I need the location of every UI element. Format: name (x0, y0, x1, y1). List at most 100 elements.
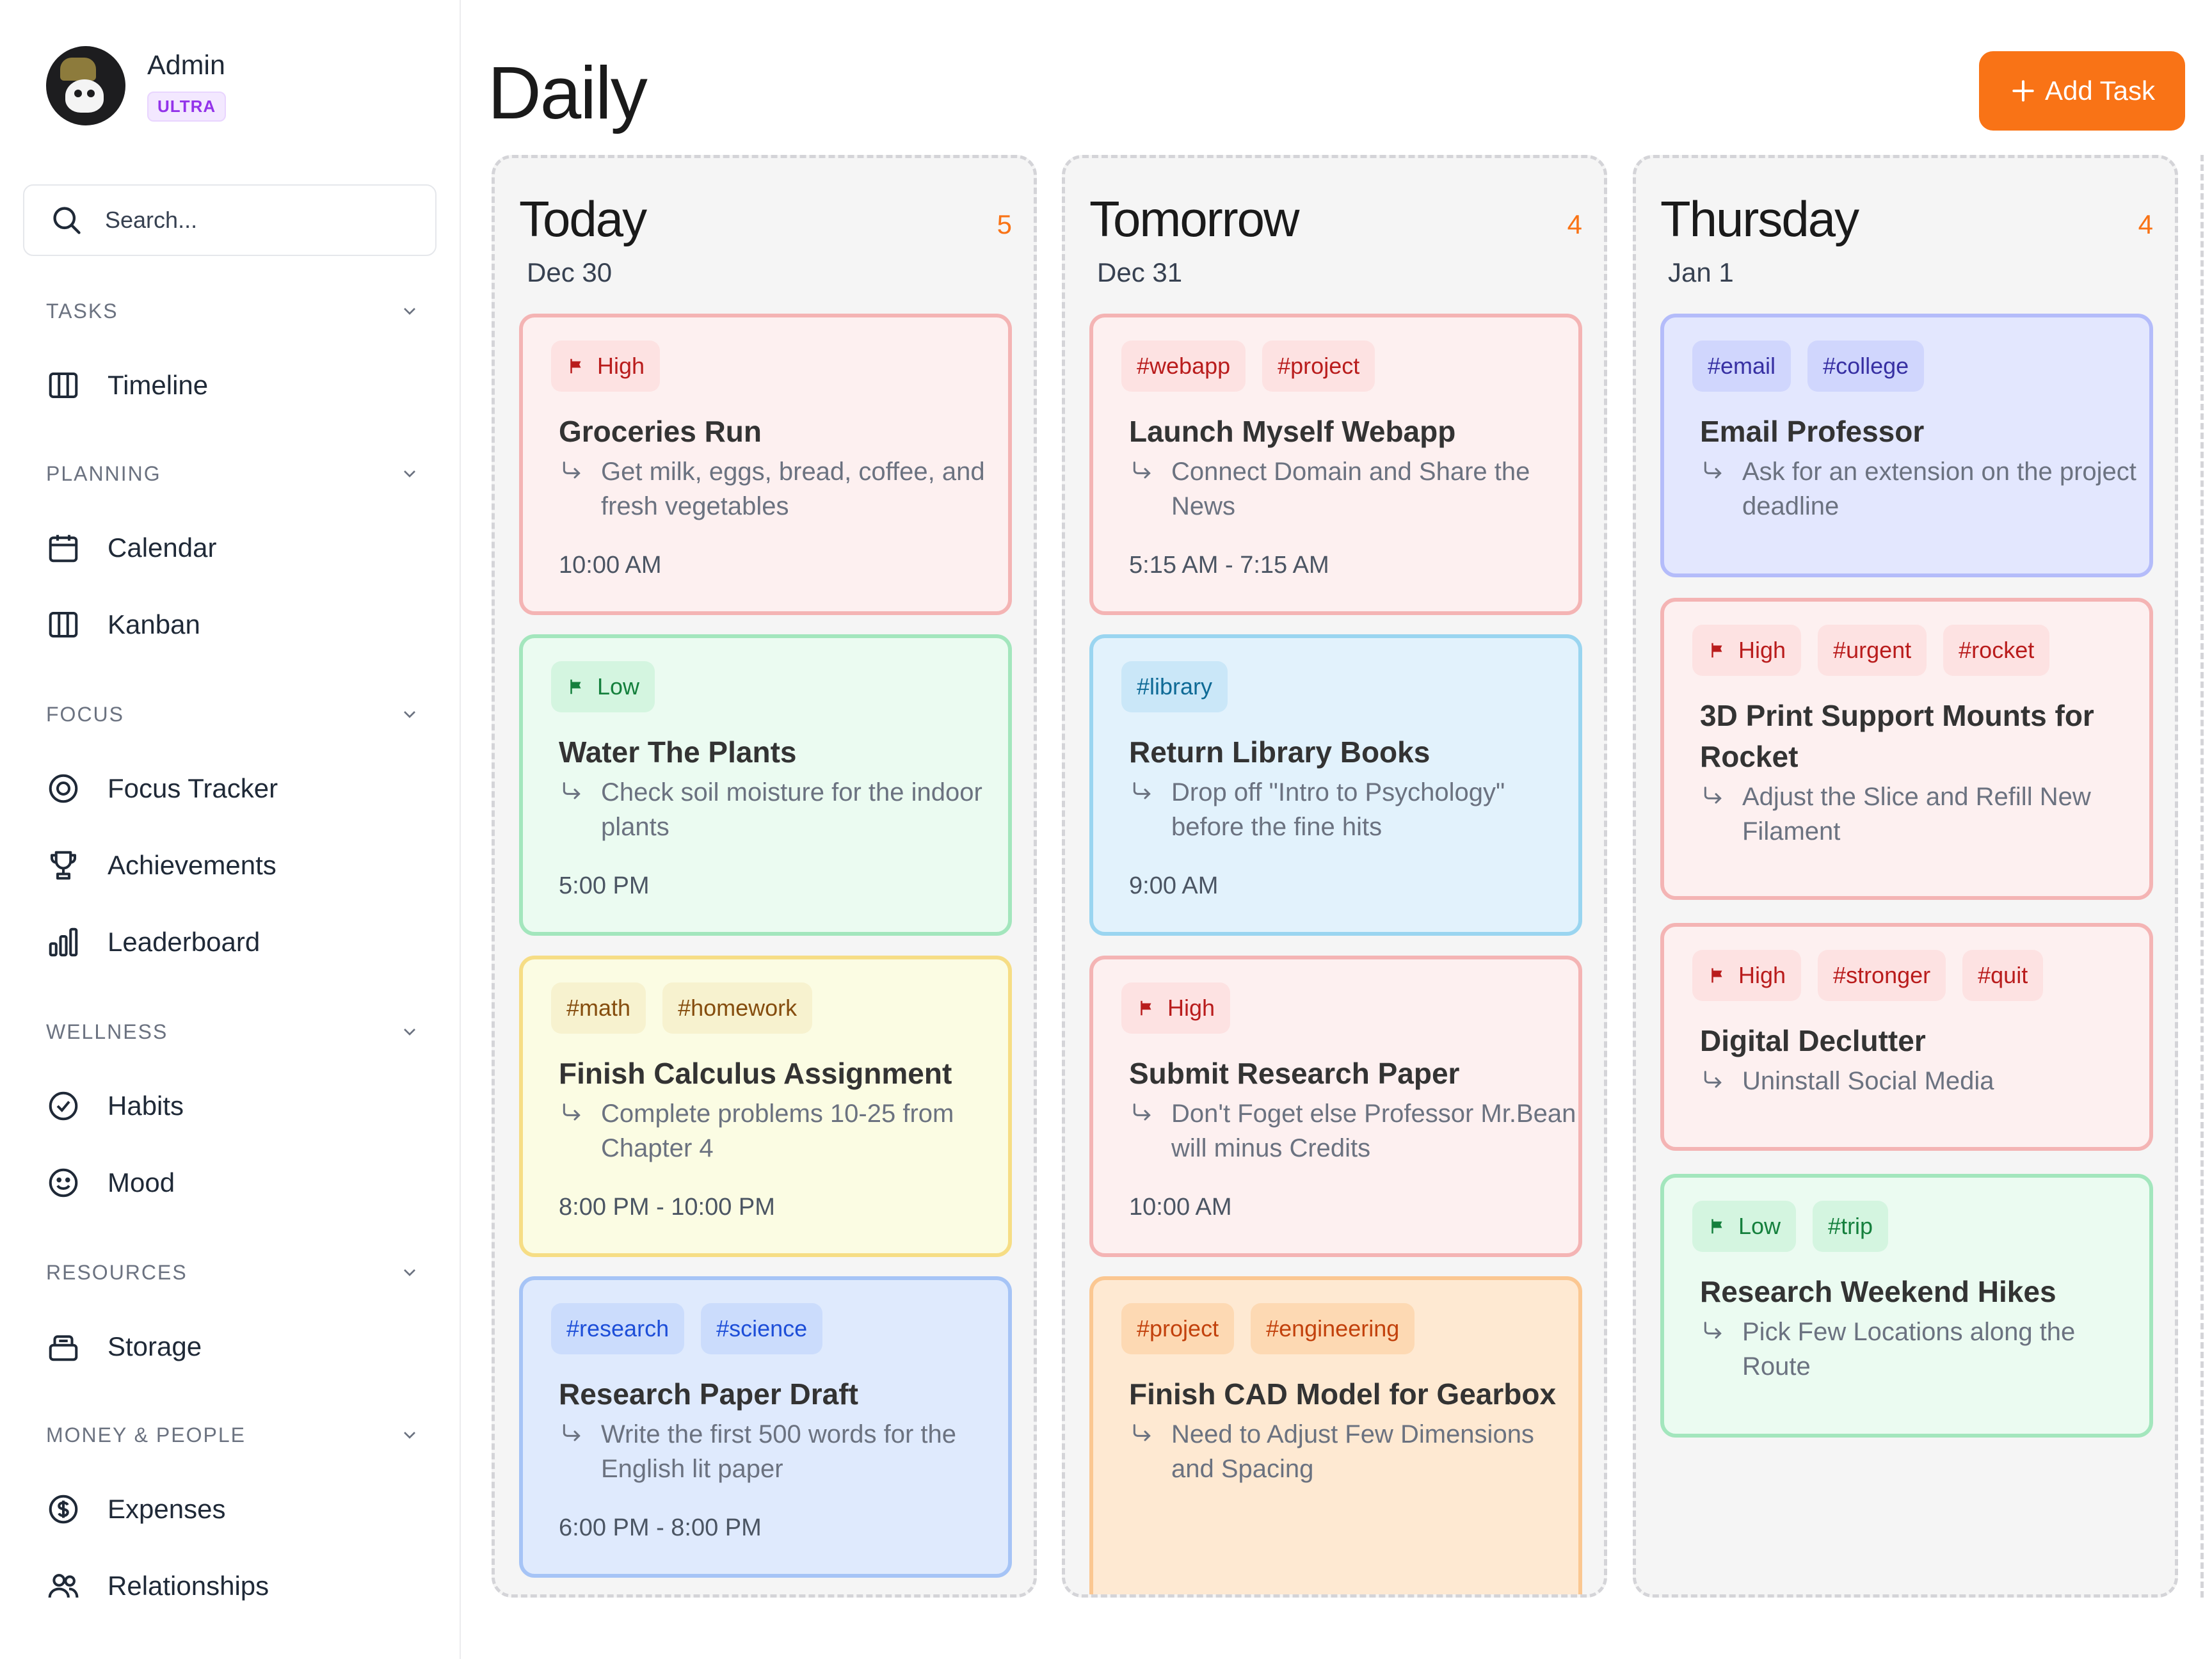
nav-item-leaderboard[interactable]: Leaderboard (46, 904, 420, 981)
avatar[interactable] (46, 46, 125, 125)
dollar-icon (49, 1495, 78, 1524)
section-header-tasks[interactable]: TASKS (46, 296, 420, 326)
hashtag[interactable]: #library (1121, 661, 1228, 712)
hashtag[interactable]: #rocket (1943, 625, 2050, 676)
hashtag[interactable]: #science (701, 1303, 823, 1354)
priority-tag[interactable]: Low (1692, 1201, 1797, 1252)
corner-down-right-icon (563, 461, 581, 479)
column-tomorrow: Tomorrow Dec 31 4 #webapp #project Launc… (1062, 155, 1607, 1598)
task-time: 5:00 PM (559, 872, 650, 899)
task-title: Research Paper Draft (559, 1377, 858, 1411)
task-count: 5 (997, 209, 1012, 239)
column-date: Jan 1 (1668, 257, 1734, 287)
add-task-button[interactable]: Add Task (1979, 51, 2185, 131)
section-title: PLANNING (46, 461, 161, 485)
nav-item-relationships[interactable]: Relationships (46, 1548, 420, 1624)
hashtag[interactable]: #urgent (1818, 625, 1927, 676)
chevron-down-icon (404, 711, 415, 718)
column-title: Tomorrow (1089, 191, 1299, 247)
nav-item-mood[interactable]: Mood (46, 1144, 420, 1221)
task-card[interactable]: Low Water The Plants Check soil moisture… (519, 634, 1012, 936)
task-card[interactable]: #library Return Library Books Drop off "… (1089, 634, 1582, 936)
flag-icon (570, 358, 581, 374)
section-header-resources[interactable]: RESOURCES (46, 1257, 420, 1288)
flag-icon (570, 679, 581, 694)
task-subtitle-text: Drop off "Intro to Psychology" before th… (1171, 778, 1505, 841)
priority-tag[interactable]: High (1692, 625, 1802, 676)
task-title: Return Library Books (1129, 735, 1431, 769)
task-card[interactable]: #project #engineering Finish CAD Model f… (1089, 1276, 1582, 1594)
nav-section-money-people: MONEY & PEOPLE Expenses Relationships (46, 1420, 420, 1624)
task-card[interactable]: #research #science Research Paper Draft … (519, 1276, 1012, 1578)
column-header: Today Dec 30 5 (519, 190, 1012, 288)
check-circle-icon (49, 1091, 78, 1121)
section-header-focus[interactable]: FOCUS (46, 699, 420, 730)
task-subtitle: Need to Adjust Few Dimensions and Spacin… (1129, 1417, 1578, 1486)
user-profile[interactable]: Admin ULTRA (46, 46, 227, 125)
column-header: Tomorrow Dec 31 4 (1089, 190, 1582, 288)
chevron-down-icon (404, 308, 415, 315)
corner-down-right-icon (1704, 787, 1722, 804)
nav-section-wellness: WELLNESS Habits Mood (46, 1016, 420, 1221)
nav-item-kanban[interactable]: Kanban (46, 586, 420, 663)
task-subtitle-text: Check soil moisture for the indoor plant… (601, 778, 982, 841)
plus-icon (2012, 80, 2034, 102)
nav-item-focus-tracker[interactable]: Focus Tracker (46, 750, 420, 827)
section-header-wellness[interactable]: WELLNESS (46, 1016, 420, 1047)
nav-item-expenses[interactable]: Expenses (46, 1471, 420, 1548)
hashtag[interactable]: #math (551, 982, 646, 1034)
column-title: Thursday (1660, 191, 1859, 247)
section-header-planning[interactable]: PLANNING (46, 458, 420, 489)
task-card[interactable]: High #stronger #quit Digital Declutter U… (1660, 923, 2153, 1151)
nav-item-achievements[interactable]: Achievements (46, 827, 420, 904)
task-card[interactable]: #webapp #project Launch Myself Webapp Co… (1089, 314, 1582, 615)
task-card[interactable]: High Submit Research Paper Don't Foget e… (1089, 956, 1582, 1257)
task-title: Finish CAD Model for Gearbox (1129, 1377, 1557, 1411)
nav-item-storage[interactable]: Storage (46, 1308, 420, 1385)
hashtag[interactable]: #project (1262, 341, 1375, 392)
tag-label: High (1738, 962, 1786, 988)
task-subtitle: Check soil moisture for the indoor plant… (559, 775, 1008, 844)
priority-tag[interactable]: High (1692, 950, 1802, 1001)
task-card[interactable]: High #urgent #rocket 3D Print Support Mo… (1660, 598, 2153, 900)
section-title: WELLNESS (46, 1020, 168, 1043)
hashtag[interactable]: #quit (1962, 950, 2044, 1001)
priority-tag[interactable]: High (1121, 982, 1231, 1034)
hashtag[interactable]: #trip (1813, 1201, 1889, 1252)
task-subtitle: Get milk, eggs, bread, coffee, and fresh… (559, 454, 1008, 524)
hashtag[interactable]: #engineering (1251, 1303, 1415, 1354)
task-title: Submit Research Paper (1129, 1057, 1460, 1090)
task-count: 4 (2138, 209, 2153, 239)
task-card[interactable]: High Groceries Run Get milk, eggs, bread… (519, 314, 1012, 615)
nav-label: Storage (108, 1331, 202, 1361)
section-header-money-people[interactable]: MONEY & PEOPLE (46, 1420, 420, 1450)
chevron-down-icon (404, 470, 415, 477)
task-subtitle: Write the first 500 words for the Englis… (559, 1417, 1008, 1486)
task-card[interactable]: #email #college Email Professor Ask for … (1660, 314, 2153, 577)
tag-label: High (1167, 995, 1215, 1021)
tag-label: Low (1738, 1213, 1781, 1239)
task-subtitle-text: Need to Adjust Few Dimensions and Spacin… (1171, 1420, 1534, 1483)
task-title: 3D Print Support Mounts for Rocket (1700, 699, 2094, 773)
nav-item-timeline[interactable]: Timeline (46, 347, 420, 424)
hashtag[interactable]: #homework (662, 982, 813, 1034)
nav-item-calendar[interactable]: Calendar (46, 509, 420, 586)
hashtag[interactable]: #project (1121, 1303, 1235, 1354)
column-date: Dec 31 (1097, 257, 1183, 287)
hashtag[interactable]: #research (551, 1303, 685, 1354)
hashtag[interactable]: #stronger (1818, 950, 1946, 1001)
chevron-down-icon (404, 1029, 415, 1036)
search-box[interactable] (23, 184, 437, 256)
task-card[interactable]: #math #homework Finish Calculus Assignme… (519, 956, 1012, 1257)
hashtag[interactable]: #webapp (1121, 341, 1246, 392)
priority-tag[interactable]: High (551, 341, 661, 392)
section-title: RESOURCES (46, 1260, 188, 1284)
search-input[interactable] (105, 207, 412, 234)
nav-item-habits[interactable]: Habits (46, 1068, 420, 1144)
task-card[interactable]: Low #trip Research Weekend Hikes Pick Fe… (1660, 1174, 2153, 1438)
hashtag[interactable]: #college (1807, 341, 1925, 392)
task-subtitle: Adjust the Slice and Refill New Filament (1700, 780, 2149, 849)
hashtag[interactable]: #email (1692, 341, 1791, 392)
task-subtitle-text: Uninstall Social Media (1742, 1067, 1994, 1095)
priority-tag[interactable]: Low (551, 661, 655, 712)
